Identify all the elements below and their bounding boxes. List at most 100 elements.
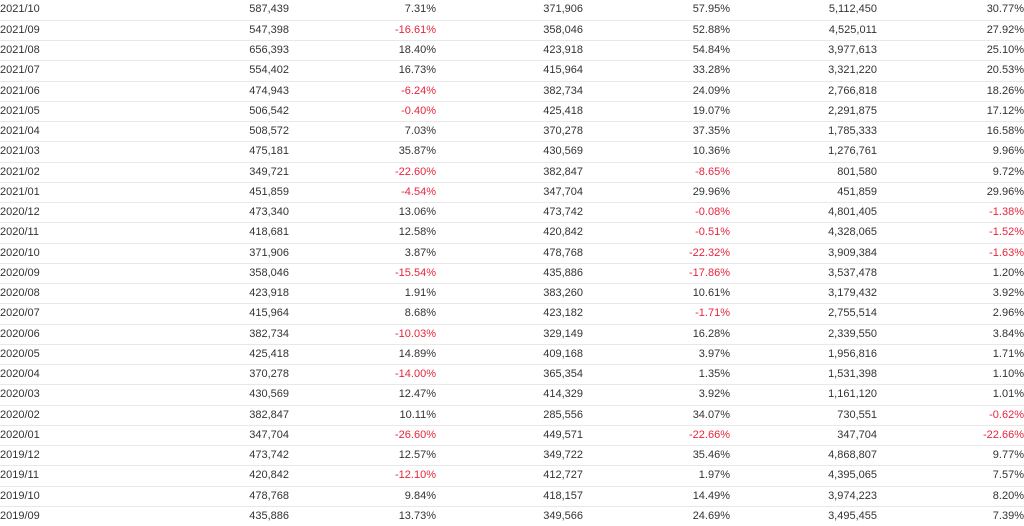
cumulative-change-cell: -1.52% bbox=[877, 222, 1024, 244]
table-row: 2021/08 656,393 18.40% 423,918 54.84% 3,977,6… bbox=[0, 40, 1024, 62]
table-row: 2020/08 423,918 1.91% 383,260 10.61% 3,179,43… bbox=[0, 283, 1024, 305]
cumulative-change-cell: -1.38% bbox=[877, 202, 1024, 224]
cumulative-cell: 4,525,011 bbox=[730, 20, 877, 42]
prev-value-cell: 418,157 bbox=[436, 486, 583, 507]
prev-value-cell: 420,842 bbox=[436, 222, 583, 244]
period-cell: 2020/11 bbox=[0, 222, 150, 244]
prev-change-cell: 3.97% bbox=[583, 344, 730, 366]
change-cell: -16.61% bbox=[289, 20, 436, 42]
cumulative-change-cell: 1.10% bbox=[877, 364, 1024, 386]
period-cell: 2021/06 bbox=[0, 81, 150, 102]
cumulative-change-cell: 7.39% bbox=[877, 506, 1024, 526]
value-cell: 473,340 bbox=[150, 202, 289, 224]
prev-change-cell: -0.08% bbox=[583, 202, 730, 224]
change-cell: -15.54% bbox=[289, 263, 436, 285]
change-cell: -4.54% bbox=[289, 182, 436, 204]
change-cell: 12.47% bbox=[289, 384, 436, 406]
cumulative-cell: 4,868,807 bbox=[730, 445, 877, 467]
change-cell: -0.40% bbox=[289, 101, 436, 123]
value-cell: 451,859 bbox=[150, 182, 289, 204]
period-cell: 2020/09 bbox=[0, 263, 150, 285]
prev-change-cell: 16.28% bbox=[583, 324, 730, 345]
change-cell: 7.31% bbox=[289, 0, 436, 21]
cumulative-cell: 730,551 bbox=[730, 405, 877, 426]
prev-change-cell: 35.46% bbox=[583, 445, 730, 467]
prev-change-cell: 19.07% bbox=[583, 101, 730, 123]
cumulative-cell: 3,977,613 bbox=[730, 40, 877, 62]
cumulative-cell: 3,179,432 bbox=[730, 283, 877, 305]
change-cell: 12.57% bbox=[289, 445, 436, 467]
value-cell: 347,704 bbox=[150, 425, 289, 447]
period-cell: 2021/02 bbox=[0, 162, 150, 183]
value-cell: 415,964 bbox=[150, 303, 289, 325]
cumulative-cell: 4,801,405 bbox=[730, 202, 877, 224]
prev-value-cell: 478,768 bbox=[436, 243, 583, 264]
change-cell: 13.73% bbox=[289, 506, 436, 526]
prev-change-cell: 3.92% bbox=[583, 384, 730, 406]
prev-change-cell: 10.36% bbox=[583, 141, 730, 163]
change-cell: -26.60% bbox=[289, 425, 436, 447]
value-cell: 418,681 bbox=[150, 222, 289, 244]
table-row: 2021/06 474,943 -6.24% 382,734 24.09% 2,766,8… bbox=[0, 81, 1024, 102]
cumulative-cell: 1,785,333 bbox=[730, 121, 877, 143]
prev-change-cell: -17.86% bbox=[583, 263, 730, 285]
period-cell: 2020/03 bbox=[0, 384, 150, 406]
table-row: 2021/01 451,859 -4.54% 347,704 29.96% 451,859… bbox=[0, 182, 1024, 204]
table-row: 2021/05 506,542 -0.40% 425,418 19.07% 2,291,8… bbox=[0, 101, 1024, 123]
change-cell: 3.87% bbox=[289, 243, 436, 264]
value-cell: 478,768 bbox=[150, 486, 289, 507]
cumulative-change-cell: 18.26% bbox=[877, 81, 1024, 102]
prev-change-cell: 52.88% bbox=[583, 20, 730, 42]
prev-value-cell: 473,742 bbox=[436, 202, 583, 224]
cumulative-change-cell: 16.58% bbox=[877, 121, 1024, 143]
prev-value-cell: 435,886 bbox=[436, 263, 583, 285]
table-row: 2020/01 347,704 -26.60% 449,571 -22.66% 347,7… bbox=[0, 425, 1024, 447]
table-row: 2019/09 435,886 13.73% 349,566 24.69% 3,495,4… bbox=[0, 506, 1024, 526]
change-cell: 35.87% bbox=[289, 141, 436, 163]
period-cell: 2020/02 bbox=[0, 405, 150, 426]
value-cell: 423,918 bbox=[150, 283, 289, 305]
prev-change-cell: 57.95% bbox=[583, 0, 730, 21]
cumulative-change-cell: 17.12% bbox=[877, 101, 1024, 123]
table-row: 2021/09 547,398 -16.61% 358,046 52.88% 4,525,… bbox=[0, 20, 1024, 42]
prev-value-cell: 371,906 bbox=[436, 0, 583, 21]
prev-value-cell: 430,569 bbox=[436, 141, 583, 163]
change-cell: -14.00% bbox=[289, 364, 436, 386]
cumulative-cell: 3,321,220 bbox=[730, 60, 877, 82]
period-cell: 2021/08 bbox=[0, 40, 150, 62]
value-cell: 425,418 bbox=[150, 344, 289, 366]
cumulative-cell: 4,328,065 bbox=[730, 222, 877, 244]
prev-value-cell: 382,847 bbox=[436, 162, 583, 183]
cumulative-cell: 1,276,761 bbox=[730, 141, 877, 163]
cumulative-change-cell: 3.84% bbox=[877, 324, 1024, 345]
period-cell: 2019/10 bbox=[0, 486, 150, 507]
cumulative-cell: 2,766,818 bbox=[730, 81, 877, 102]
cumulative-change-cell: 3.92% bbox=[877, 283, 1024, 305]
change-cell: -10.03% bbox=[289, 324, 436, 345]
prev-value-cell: 365,354 bbox=[436, 364, 583, 386]
prev-value-cell: 358,046 bbox=[436, 20, 583, 42]
value-cell: 547,398 bbox=[150, 20, 289, 42]
cumulative-change-cell: 9.72% bbox=[877, 162, 1024, 183]
change-cell: 16.73% bbox=[289, 60, 436, 82]
cumulative-change-cell: 1.01% bbox=[877, 384, 1024, 406]
prev-change-cell: 37.35% bbox=[583, 121, 730, 143]
prev-value-cell: 347,704 bbox=[436, 182, 583, 204]
prev-change-cell: 24.09% bbox=[583, 81, 730, 102]
value-cell: 474,943 bbox=[150, 81, 289, 102]
table-row: 2021/10 587,439 7.31% 371,906 57.95% 5,112,45… bbox=[0, 0, 1024, 21]
cumulative-change-cell: 29.96% bbox=[877, 182, 1024, 204]
period-cell: 2019/11 bbox=[0, 465, 150, 487]
cumulative-cell: 451,859 bbox=[730, 182, 877, 204]
table-row: 2021/04 508,572 7.03% 370,278 37.35% 1,785,33… bbox=[0, 121, 1024, 143]
prev-change-cell: -1.71% bbox=[583, 303, 730, 325]
table-row: 2019/10 478,768 9.84% 418,157 14.49% 3,974,22… bbox=[0, 486, 1024, 507]
cumulative-change-cell: 2.96% bbox=[877, 303, 1024, 325]
prev-change-cell: -8.65% bbox=[583, 162, 730, 183]
cumulative-cell: 3,909,384 bbox=[730, 243, 877, 264]
period-cell: 2021/09 bbox=[0, 20, 150, 42]
table-row: 2020/10 371,906 3.87% 478,768 -22.32% 3,909,3… bbox=[0, 243, 1024, 264]
value-cell: 473,742 bbox=[150, 445, 289, 467]
prev-value-cell: 329,149 bbox=[436, 324, 583, 345]
